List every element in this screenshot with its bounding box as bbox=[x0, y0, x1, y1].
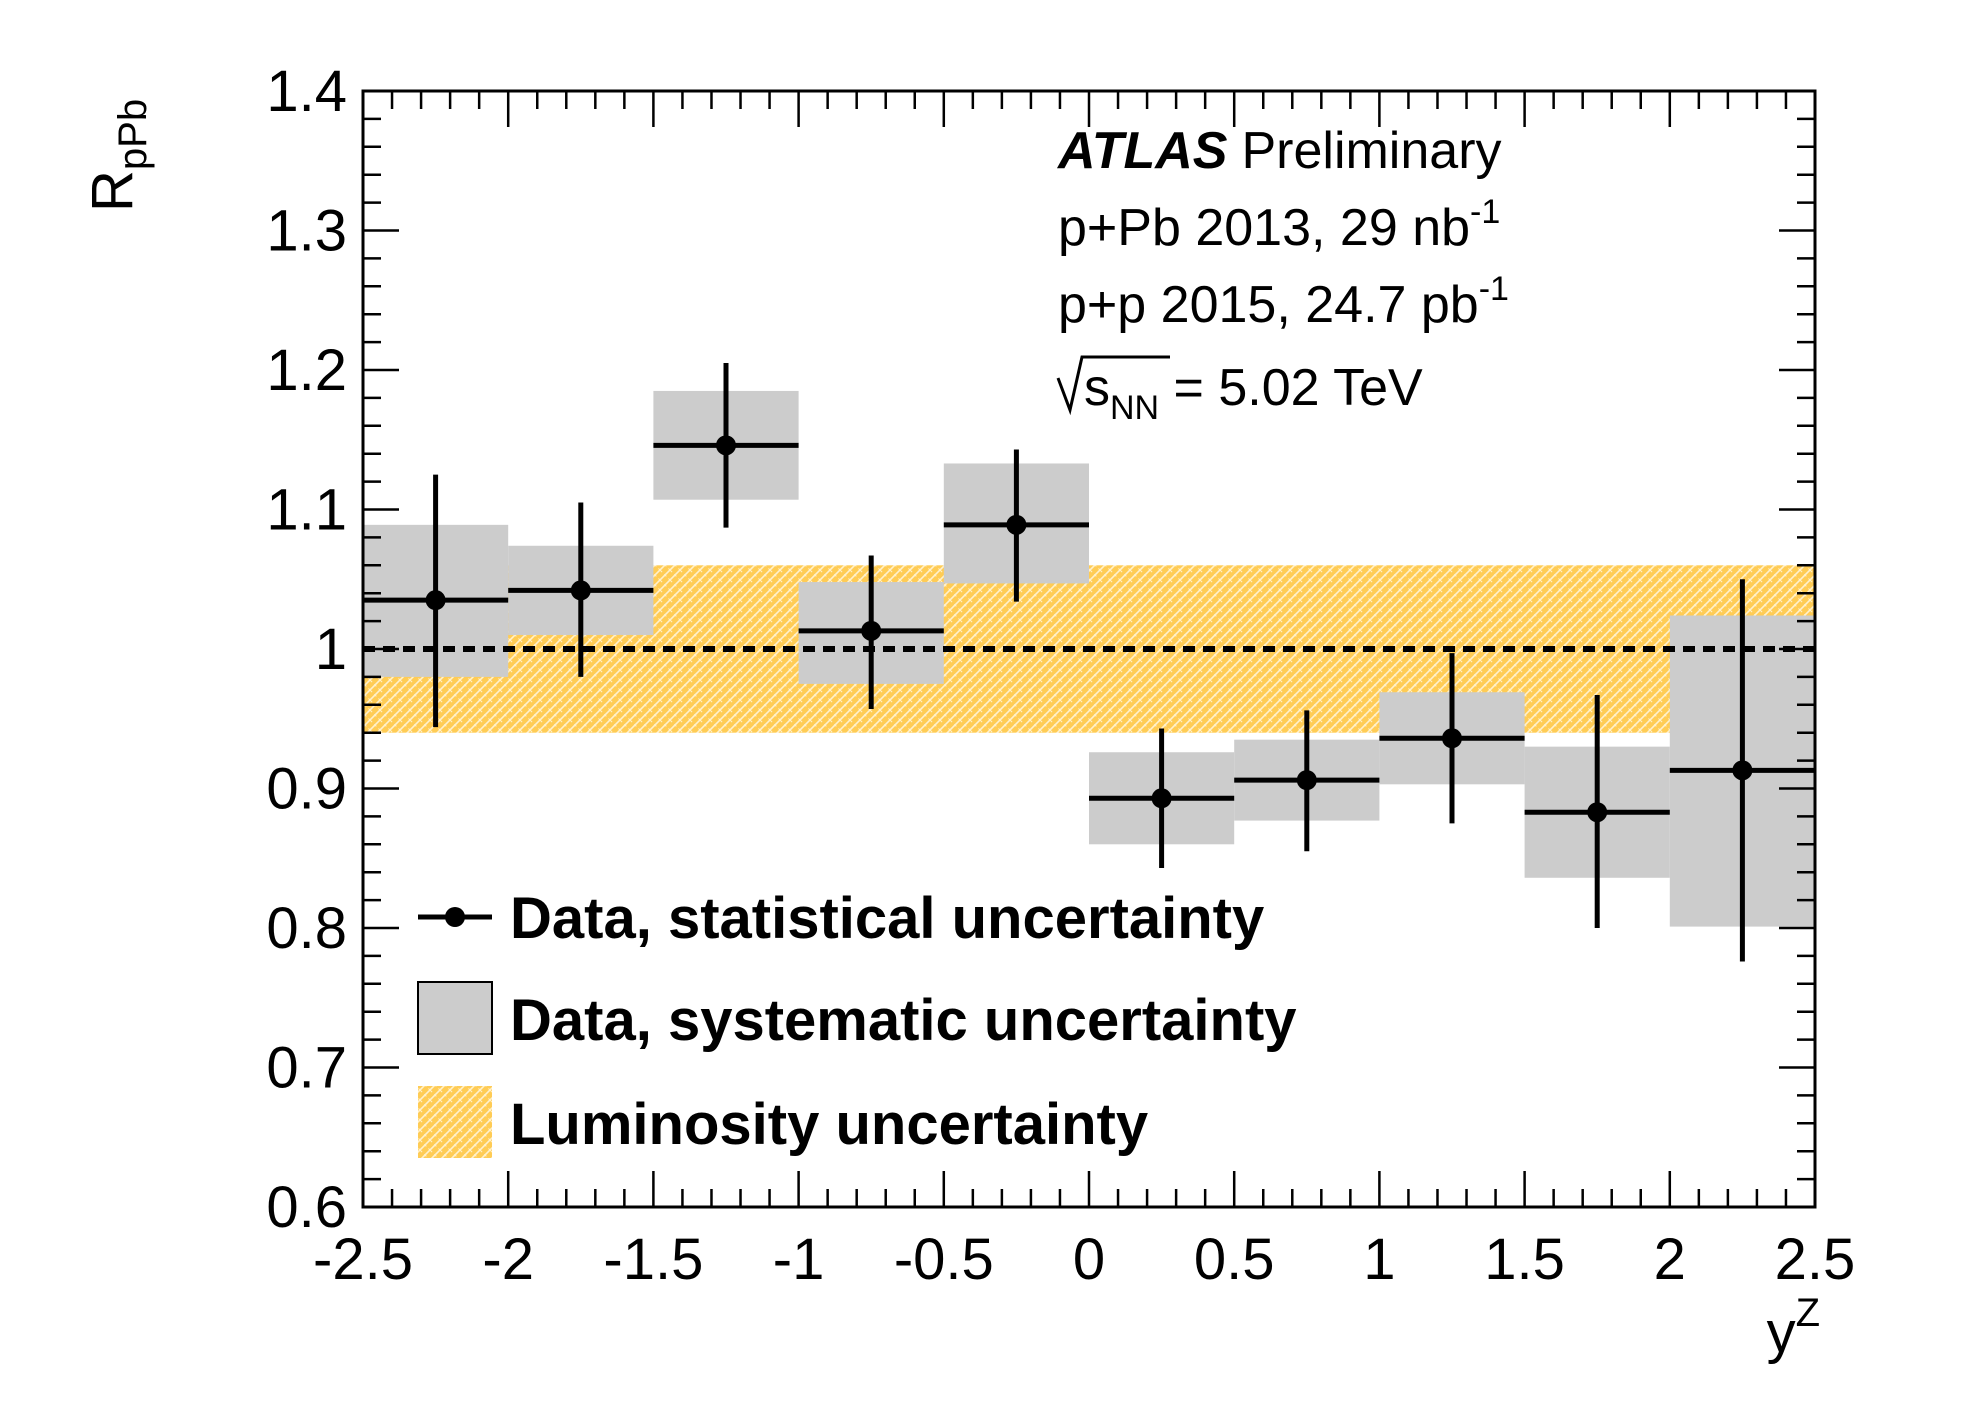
data-point-8 bbox=[1587, 802, 1608, 823]
x-tick-label: 1.5 bbox=[1484, 1227, 1565, 1292]
x-tick-label: -0.5 bbox=[894, 1227, 994, 1292]
y-axis-title-sub: pPb bbox=[111, 99, 155, 170]
svg-text:p+p 2015, 24.7 pb-1: p+p 2015, 24.7 pb-1 bbox=[1058, 270, 1509, 334]
data-point-1 bbox=[570, 580, 591, 601]
info-line-2: p+p 2015, 24.7 pb bbox=[1058, 276, 1479, 334]
x-tick-label: -2.5 bbox=[313, 1227, 413, 1292]
y-axis-title-main: R bbox=[80, 170, 145, 212]
y-tick-label: 0.7 bbox=[266, 1036, 347, 1101]
svg-text:p+Pb 2013, 29 nb-1: p+Pb 2013, 29 nb-1 bbox=[1058, 193, 1500, 257]
info-line-3-s: s bbox=[1084, 359, 1110, 417]
sqrt-sign-icon bbox=[1056, 355, 1170, 416]
legend-marker-statistical bbox=[418, 907, 492, 927]
info-line-3-rest: = 5.02 TeV bbox=[1159, 359, 1423, 417]
y-tick-label: 0.9 bbox=[266, 757, 347, 822]
x-tick-label: 1 bbox=[1363, 1227, 1395, 1292]
legend: Data, statistical uncertainty Data, syst… bbox=[417, 886, 1297, 1158]
x-tick-label: 2.5 bbox=[1775, 1227, 1856, 1292]
axis-ticks-layer bbox=[361, 89, 1817, 1209]
data-point-7 bbox=[1442, 728, 1462, 749]
data-point-4 bbox=[1006, 514, 1027, 535]
data-points-layer bbox=[363, 363, 1815, 962]
data-point-3 bbox=[861, 620, 882, 641]
y-tick-label: 1.1 bbox=[266, 478, 347, 543]
x-tick-label: 0 bbox=[1073, 1227, 1105, 1292]
y-tick-label: 1 bbox=[315, 617, 347, 682]
y-axis-title: RpPb bbox=[80, 99, 155, 212]
y-tick-label: 0.8 bbox=[266, 896, 347, 961]
info-line-2-sup: -1 bbox=[1479, 270, 1509, 308]
data-point-9 bbox=[1732, 760, 1753, 781]
legend-marker-systematic bbox=[417, 981, 493, 1055]
x-tick-label: 0.5 bbox=[1194, 1227, 1275, 1292]
x-axis-title-sup: Z bbox=[1796, 1291, 1820, 1335]
x-axis-title-main: y bbox=[1767, 1300, 1796, 1365]
legend-marker-luminosity bbox=[418, 1086, 492, 1158]
info-line-3-sub: NN bbox=[1110, 389, 1159, 427]
svg-text:sNN = 5.02 TeV: sNN = 5.02 TeV bbox=[1084, 359, 1423, 427]
tick-labels-layer: -2.5 -2 -1.5 -1 -0.5 0 0.5 1 1.5 2 2.5 0.6 0.7 0.8 0.9… bbox=[266, 59, 1855, 1292]
legend-label-systematic: Data, systematic uncertainty bbox=[510, 988, 1297, 1053]
y-tick-label: 1.4 bbox=[266, 59, 347, 124]
preliminary-label: Preliminary bbox=[1241, 122, 1501, 180]
data-point-5 bbox=[1151, 788, 1172, 809]
y-tick-label: 0.6 bbox=[266, 1175, 347, 1240]
atlas-annotation: ATLAS Preliminary p+Pb 2013, 29 nb-1 p+p … bbox=[1056, 122, 1509, 427]
x-tick-label: -1.5 bbox=[603, 1227, 703, 1292]
legend-label-luminosity: Luminosity uncertainty bbox=[510, 1092, 1148, 1157]
data-point-2 bbox=[716, 435, 736, 456]
y-tick-label: 1.2 bbox=[266, 338, 347, 403]
x-tick-label: -1 bbox=[773, 1227, 825, 1292]
x-tick-label: -2 bbox=[482, 1227, 534, 1292]
info-line-1: p+Pb 2013, 29 nb bbox=[1058, 199, 1470, 257]
info-line-1-sup: -1 bbox=[1470, 193, 1500, 231]
legend-label-statistical: Data, statistical uncertainty bbox=[510, 886, 1264, 951]
x-axis-title: yZ bbox=[1767, 1291, 1820, 1365]
y-tick-label: 1.3 bbox=[266, 199, 347, 264]
x-tick-label: 2 bbox=[1654, 1227, 1686, 1292]
atlas-label: ATLAS bbox=[1056, 122, 1228, 180]
data-point-6 bbox=[1296, 770, 1317, 791]
data-point-0 bbox=[425, 590, 446, 611]
